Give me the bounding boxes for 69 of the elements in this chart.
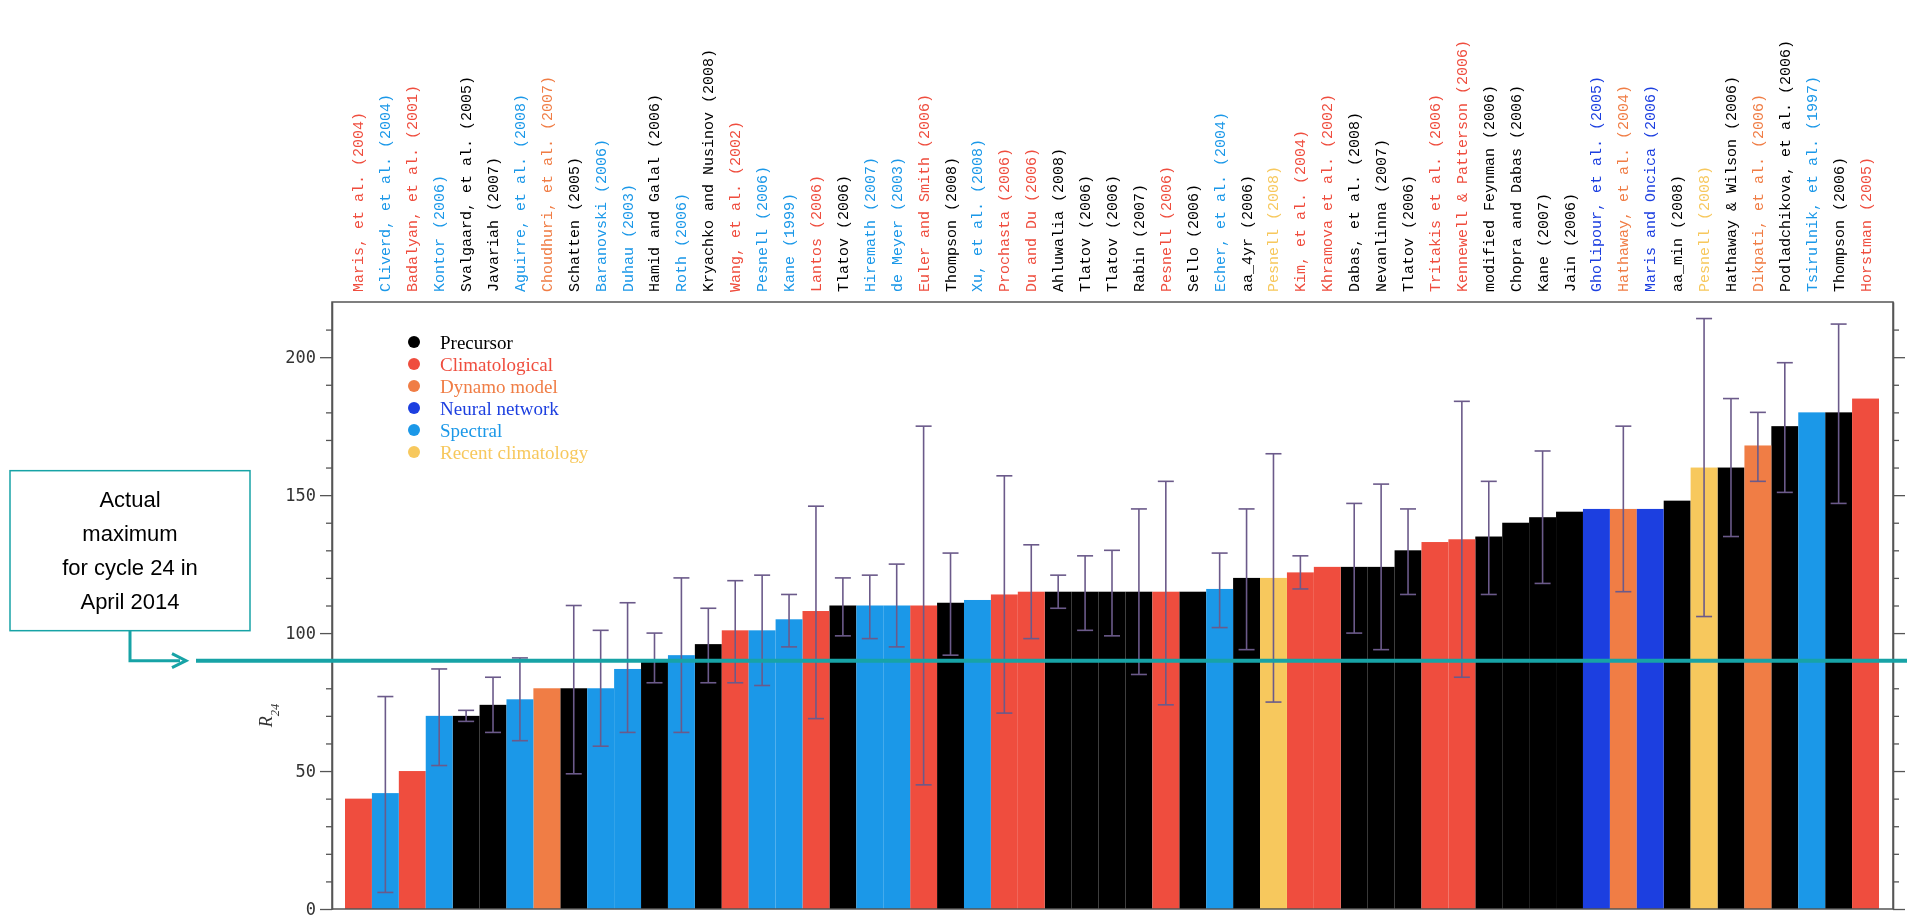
x-tick-label: Dikpati, et al. (2006) [1750, 93, 1768, 292]
x-tick-label: Kane (1999) [782, 192, 800, 292]
x-tick-label: de Meyer (2003) [889, 156, 907, 292]
x-tick-label: Cliverd, et al. (2004) [378, 93, 396, 292]
x-tick-label: Sello (2006) [1185, 183, 1203, 292]
x-tick-label: Svalgaard, et al. (2005) [459, 75, 477, 292]
x-tick-label: Xu, et al. (2008) [970, 138, 988, 292]
x-tick-label: Rabin (2007) [1131, 183, 1149, 292]
x-tick-label: Jain (2006) [1562, 192, 1580, 292]
legend-label: Recent climatology [440, 441, 589, 463]
x-tick-label: Pesnell (2006) [755, 165, 773, 292]
x-tick-label: Baranovski (2006) [593, 138, 611, 292]
x-tick-label: Badalyan, et al. (2001) [405, 84, 423, 292]
x-tick-label: Tlatov (2006) [835, 174, 853, 292]
legend-label: Neural network [440, 397, 560, 419]
x-tick-label: Euler and Smith (2006) [916, 93, 934, 292]
x-tick-label: Choudhuri, et al. (2007) [539, 75, 557, 292]
x-tick-label: Echer, et al. (2004) [1212, 111, 1230, 292]
x-tick-label: Maris and Oncica (2006) [1643, 84, 1661, 292]
x-tick-label: Maris, et al. (2004) [351, 111, 369, 292]
x-tick-label: aa_4yr (2006) [1239, 174, 1257, 292]
x-tick-label: Kontor (2006) [432, 174, 450, 292]
legend-label: Climatological [440, 353, 553, 375]
x-tick-label: Podladchikova, et al. (2006) [1777, 39, 1795, 292]
x-tick-label: Gholipour, et al. (2005) [1589, 75, 1607, 292]
x-tick-label: Kim, et al. (2004) [1293, 129, 1311, 292]
x-tick-label: Lantos (2006) [808, 174, 826, 292]
legend-label: Spectral [440, 419, 503, 441]
x-tick-label: Chopra and Dabas (2006) [1508, 84, 1526, 292]
x-tick-label: Hiremath (2007) [862, 156, 880, 292]
x-tick-label: Kane (2007) [1535, 192, 1553, 292]
x-tick-label: aa_min (2008) [1670, 174, 1688, 292]
x-tick-label: Ahluwalia (2008) [1051, 147, 1069, 292]
x-tick-label: Pesnell (2008) [1697, 165, 1715, 292]
x-tick-label: Nevanlinna (2007) [1374, 138, 1392, 292]
x-tick-label: Hathaway & Wilson (2006) [1723, 75, 1741, 292]
x-tick-label: Pesnell (2008) [1266, 165, 1284, 292]
x-tick-label: Kennewell & Patterson (2006) [1454, 39, 1472, 292]
x-tick-label: Tlatov (2006) [1401, 174, 1419, 292]
x-tick-label: Pesnell (2006) [1158, 165, 1176, 292]
x-tick-label: Schatten (2005) [566, 156, 584, 292]
x-tick-label: Horstman (2005) [1858, 156, 1876, 292]
x-tick-label: Duhau (2003) [620, 183, 638, 292]
x-tick-label: Khramova et al. (2002) [1320, 93, 1338, 292]
x-tick-label: Tlatov (2006) [1105, 174, 1122, 292]
x-tick-label: Roth (2006) [674, 192, 692, 292]
y-tick-label: 50 [295, 760, 316, 781]
x-tick-label: Kryachko and Nusinov (2008) [701, 48, 719, 292]
ref-line-label: Actual maximum for cycle 24 in April 2014 [62, 486, 198, 614]
x-tick-label: Aguirre, et al. (2008) [512, 93, 530, 292]
y-tick-label: 0 [305, 898, 316, 918]
x-tick-label: Thompson (2006) [1831, 156, 1849, 292]
x-tick-label: Hathaway, et al. (2004) [1616, 84, 1634, 292]
x-tick-label: Du and Du (2006) [1024, 147, 1042, 292]
legend-label: Precursor [440, 331, 514, 353]
x-tick-label: Tritakis et al. (2006) [1427, 93, 1445, 292]
x-tick-label: Wang, et al. (2002) [728, 120, 746, 292]
x-tick-label: Dabas, et al. (2008) [1347, 111, 1365, 292]
legend-label: Dynamo model [440, 375, 558, 397]
x-tick-label: modified Feynman (2006) [1481, 84, 1499, 292]
y-tick-label: 100 [285, 623, 316, 644]
x-tick-label: Javariah (2007) [486, 156, 504, 292]
x-tick-label: Tsirulnik, et al. (1997) [1804, 75, 1822, 292]
x-tick-label: Thompson (2008) [943, 156, 961, 292]
y-tick-label: 150 [285, 485, 316, 506]
x-tick-label: Hamid and Galal (2006) [647, 93, 665, 292]
x-tick-label: Prochasta (2006) [997, 147, 1015, 292]
y-tick-label: 200 [285, 347, 316, 368]
x-tick-label: Tlatov (2006) [1078, 174, 1096, 292]
